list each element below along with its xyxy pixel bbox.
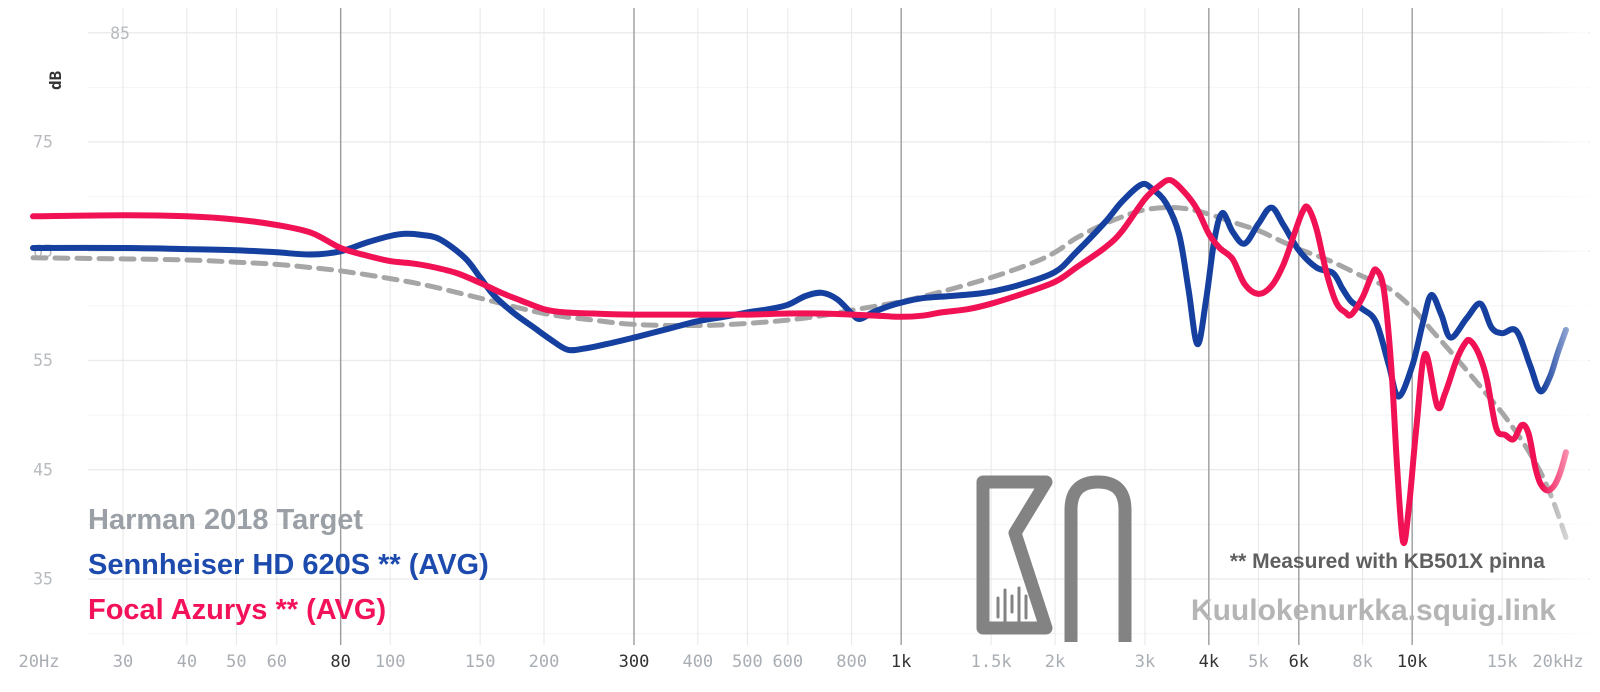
x-tick-label-400[interactable]: 400	[682, 652, 713, 672]
curve-fade-overlay	[1542, 6, 1588, 646]
y-tick-label: 55	[33, 351, 53, 370]
x-tick-label-60[interactable]: 60	[267, 652, 287, 672]
kn-logo-waveform-icon	[996, 586, 1028, 626]
x-tick-label-20kHz[interactable]: 20kHz	[1532, 652, 1583, 672]
x-tick-label-8k[interactable]: 8k	[1352, 652, 1372, 672]
x-tick-label-600[interactable]: 600	[772, 652, 803, 672]
legend-label: Focal Azurys ** (AVG)	[88, 594, 387, 626]
y-tick-label: 45	[33, 460, 53, 479]
x-tick-label-500[interactable]: 500	[732, 652, 763, 672]
x-tick-label-6k[interactable]: 6k	[1289, 652, 1309, 672]
legend: Harman 2018 Target Sennheiser HD 620S **…	[88, 498, 489, 633]
x-tick-label-15k[interactable]: 15k	[1487, 652, 1518, 672]
x-tick-label-5k[interactable]: 5k	[1248, 652, 1268, 672]
x-tick-label-40[interactable]: 40	[177, 652, 197, 672]
curve-harman-target[interactable]	[30, 205, 1569, 540]
x-tick-label-800[interactable]: 800	[836, 652, 867, 672]
legend-item-sennheiser-hd-620s[interactable]: Sennheiser HD 620S ** (AVG)	[88, 543, 489, 588]
kn-logo	[976, 475, 1132, 642]
curve-hd620s[interactable]	[30, 180, 1569, 400]
x-tick-label-50[interactable]: 50	[226, 652, 246, 672]
y-tick-label: 85	[110, 24, 130, 43]
legend-item-focal-azurys[interactable]: Focal Azurys ** (AVG)	[88, 588, 489, 633]
x-tick-label-150[interactable]: 150	[465, 652, 496, 672]
x-tick-label-2k[interactable]: 2k	[1045, 652, 1065, 672]
x-tick-label-3k[interactable]: 3k	[1135, 652, 1155, 672]
squiglink-watermark: Kuulokenurkka.squig.link	[1190, 594, 1556, 627]
legend-item-harman-2018-target[interactable]: Harman 2018 Target	[88, 498, 489, 543]
x-tick-label-20Hz[interactable]: 20Hz	[19, 652, 60, 672]
pinna-measurement-note: ** Measured with KB501X pinna	[1229, 550, 1545, 573]
x-tick-label-80[interactable]: 80	[330, 652, 350, 672]
y-tick-label: 75	[33, 133, 53, 152]
kn-logo-k-shape	[976, 475, 1053, 635]
x-tick-label-1.5k[interactable]: 1.5k	[971, 652, 1012, 672]
curve-azurys[interactable]	[30, 176, 1569, 547]
y-axis-unit-label: dB	[46, 70, 65, 90]
x-tick-label-30[interactable]: 30	[113, 652, 133, 672]
x-tick-label-300[interactable]: 300	[619, 652, 650, 672]
legend-label: Harman 2018 Target	[88, 504, 364, 536]
x-tick-label-10k[interactable]: 10k	[1397, 652, 1428, 672]
y-tick-label: 35	[33, 570, 53, 589]
x-tick-label-100[interactable]: 100	[375, 652, 406, 672]
x-tick-label-200[interactable]: 200	[529, 652, 560, 672]
x-tick-label-4k[interactable]: 4k	[1199, 652, 1219, 672]
x-tick-label-1k[interactable]: 1k	[891, 652, 911, 672]
legend-label: Sennheiser HD 620S ** (AVG)	[88, 549, 489, 581]
kn-logo-n-shape	[1064, 475, 1132, 642]
